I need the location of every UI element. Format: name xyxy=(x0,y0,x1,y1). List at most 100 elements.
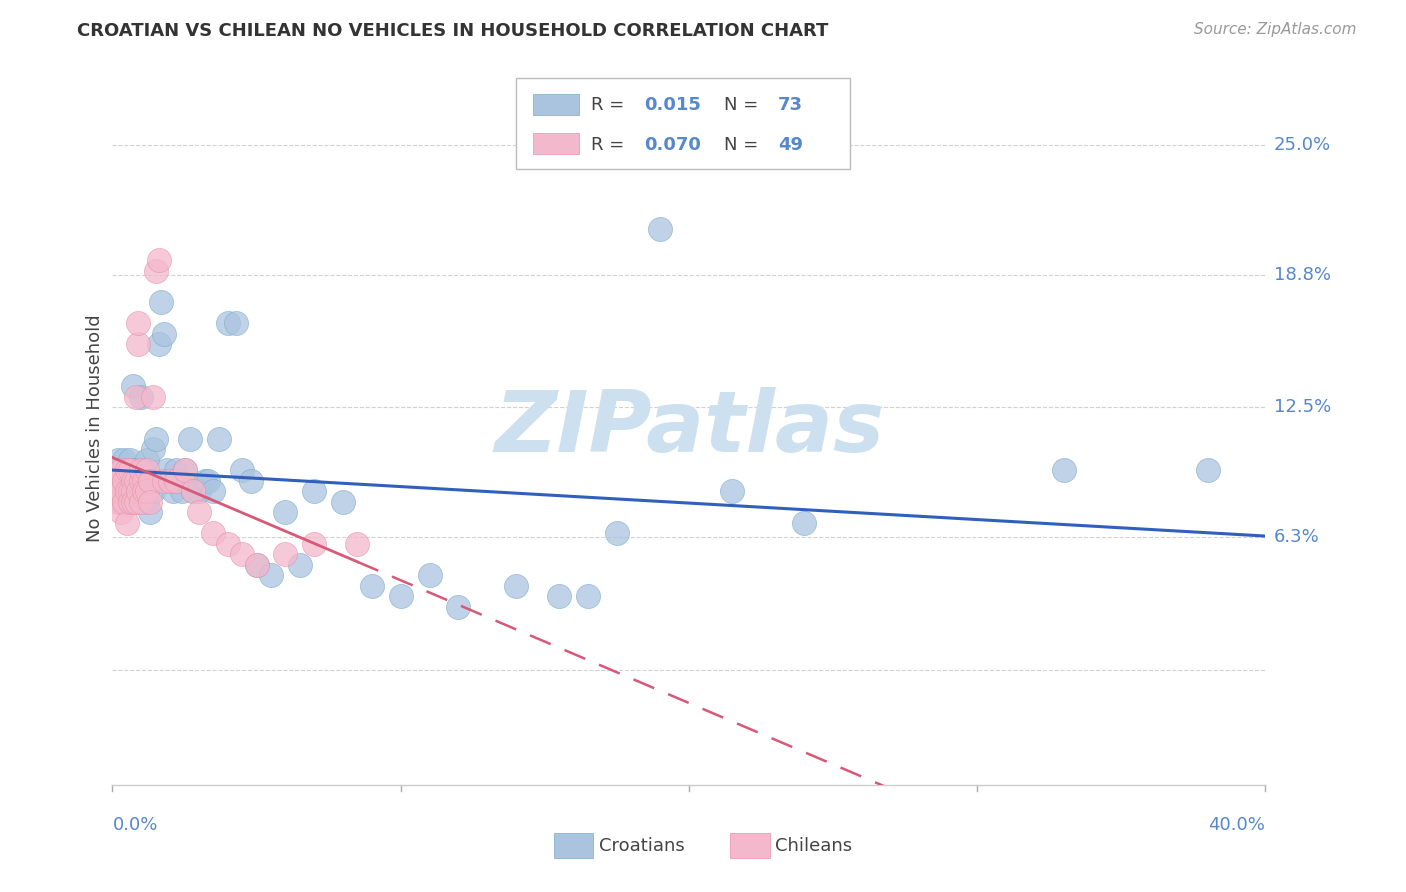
Croatians xyxy=(110,494,132,508)
Croatians xyxy=(115,484,138,499)
Croatians xyxy=(136,452,159,467)
Croatians xyxy=(107,484,129,499)
Text: Chileans: Chileans xyxy=(776,837,852,855)
Chileans xyxy=(231,547,253,561)
Croatians xyxy=(239,474,262,488)
Text: N =: N = xyxy=(724,136,763,153)
Croatians xyxy=(139,474,162,488)
Croatians xyxy=(127,484,149,499)
Croatians xyxy=(118,452,141,467)
Text: Source: ZipAtlas.com: Source: ZipAtlas.com xyxy=(1194,22,1357,37)
Croatians xyxy=(1197,463,1219,477)
Croatians xyxy=(124,463,146,477)
Chileans xyxy=(173,463,195,477)
Text: 0.070: 0.070 xyxy=(644,136,700,153)
Chileans xyxy=(124,494,146,508)
Croatians xyxy=(208,432,231,446)
Chileans xyxy=(139,494,162,508)
Croatians xyxy=(202,484,225,499)
Chileans xyxy=(148,253,170,268)
Text: ZIPatlas: ZIPatlas xyxy=(494,386,884,470)
Chileans xyxy=(118,484,141,499)
Croatians xyxy=(121,379,143,393)
Chileans xyxy=(104,463,127,477)
Croatians xyxy=(148,337,170,351)
Croatians xyxy=(107,452,129,467)
Croatians xyxy=(179,432,201,446)
Croatians xyxy=(115,463,138,477)
Croatians xyxy=(576,589,599,603)
Croatians xyxy=(288,558,311,572)
Chileans xyxy=(112,474,135,488)
Croatians xyxy=(110,463,132,477)
Croatians xyxy=(159,474,181,488)
Croatians xyxy=(217,316,239,330)
Chileans xyxy=(202,526,225,541)
Chileans xyxy=(129,494,153,508)
Chileans xyxy=(134,474,156,488)
Croatians xyxy=(145,432,167,446)
Chileans xyxy=(304,536,326,550)
Chileans xyxy=(136,484,159,499)
Chileans xyxy=(110,463,132,477)
Chileans xyxy=(110,484,132,499)
Chileans xyxy=(346,536,368,550)
Croatians xyxy=(118,474,141,488)
Chileans xyxy=(127,337,149,351)
Chileans xyxy=(134,484,156,499)
Croatians xyxy=(721,484,744,499)
Croatians xyxy=(153,326,176,341)
Text: R =: R = xyxy=(591,136,630,153)
FancyBboxPatch shape xyxy=(516,78,851,169)
Chileans xyxy=(127,484,149,499)
Text: 6.3%: 6.3% xyxy=(1274,528,1320,546)
Croatians xyxy=(332,494,354,508)
Text: 0.015: 0.015 xyxy=(644,96,700,114)
FancyBboxPatch shape xyxy=(533,94,579,115)
Croatians xyxy=(112,452,135,467)
Chileans xyxy=(112,494,135,508)
Chileans xyxy=(124,390,146,404)
Chileans xyxy=(115,463,138,477)
Chileans xyxy=(136,463,159,477)
Text: 73: 73 xyxy=(778,96,803,114)
Croatians xyxy=(136,494,159,508)
Croatians xyxy=(188,484,211,499)
Chileans xyxy=(142,390,165,404)
Chileans xyxy=(153,474,176,488)
Croatians xyxy=(1053,463,1076,477)
Croatians xyxy=(134,463,156,477)
Y-axis label: No Vehicles in Household: No Vehicles in Household xyxy=(86,314,104,542)
FancyBboxPatch shape xyxy=(533,134,579,154)
Croatians xyxy=(173,463,195,477)
Croatians xyxy=(104,474,127,488)
Chileans xyxy=(115,484,138,499)
Chileans xyxy=(139,474,162,488)
Chileans xyxy=(115,516,138,530)
Croatians xyxy=(304,484,326,499)
Croatians xyxy=(121,484,143,499)
Croatians xyxy=(181,484,204,499)
Chileans xyxy=(188,505,211,519)
Text: 18.8%: 18.8% xyxy=(1274,266,1331,284)
Chileans xyxy=(274,547,297,561)
Croatians xyxy=(127,469,149,483)
Croatians xyxy=(162,484,184,499)
Text: CROATIAN VS CHILEAN NO VEHICLES IN HOUSEHOLD CORRELATION CHART: CROATIAN VS CHILEAN NO VEHICLES IN HOUSE… xyxy=(77,22,828,40)
Chileans xyxy=(110,505,132,519)
Text: 12.5%: 12.5% xyxy=(1274,398,1331,417)
Croatians xyxy=(650,221,672,235)
Croatians xyxy=(129,390,153,404)
Chileans xyxy=(118,494,141,508)
Croatians xyxy=(606,526,628,541)
Croatians xyxy=(150,295,173,310)
Chileans xyxy=(181,484,204,499)
Croatians xyxy=(124,494,146,508)
Chileans xyxy=(165,474,187,488)
Chileans xyxy=(217,536,239,550)
Chileans xyxy=(159,474,181,488)
Chileans xyxy=(121,494,143,508)
FancyBboxPatch shape xyxy=(554,833,593,858)
Croatians xyxy=(793,516,815,530)
Croatians xyxy=(447,599,470,614)
